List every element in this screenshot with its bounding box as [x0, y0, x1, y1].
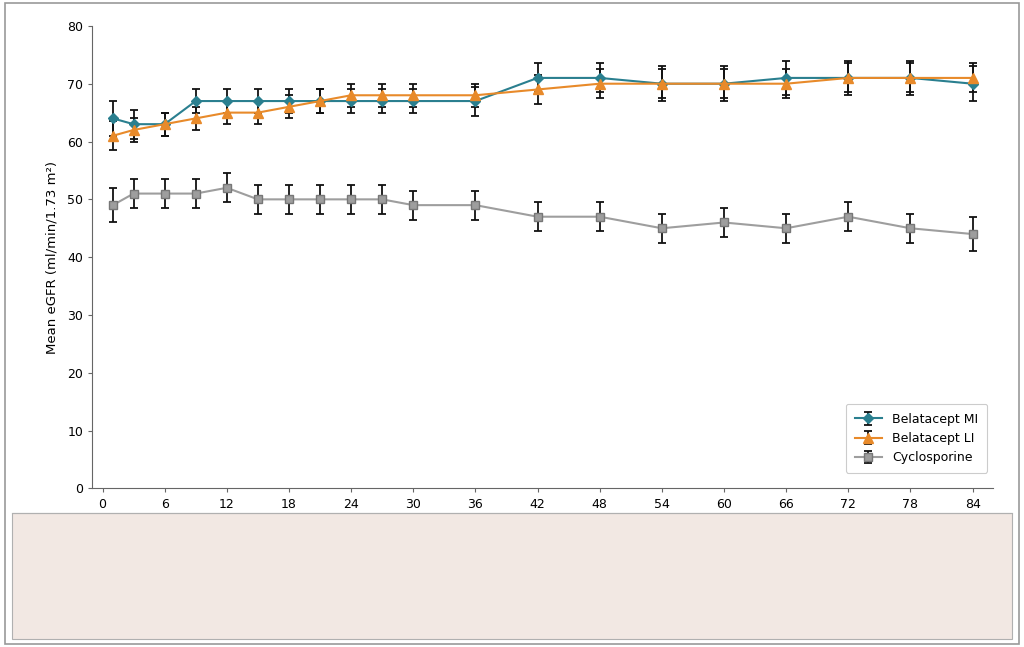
Legend: Belatacept MI, Belatacept LI, Cyclosporine: Belatacept MI, Belatacept LI, Cyclospori… [846, 404, 987, 473]
Text: Glomerular Filtration Rate over the Period from Month 1 to Month 84.: Glomerular Filtration Rate over the Peri… [82, 525, 577, 538]
Text: The estimated glomerular filtration rate (eGFR) was determined by repeated-measu: The estimated glomerular filtration rate… [25, 560, 719, 587]
X-axis label: Month: Month [515, 519, 570, 534]
Y-axis label: Mean eGFR (ml/min/1.73 m²): Mean eGFR (ml/min/1.73 m²) [46, 160, 58, 354]
Text: Figure 3.: Figure 3. [25, 525, 87, 538]
